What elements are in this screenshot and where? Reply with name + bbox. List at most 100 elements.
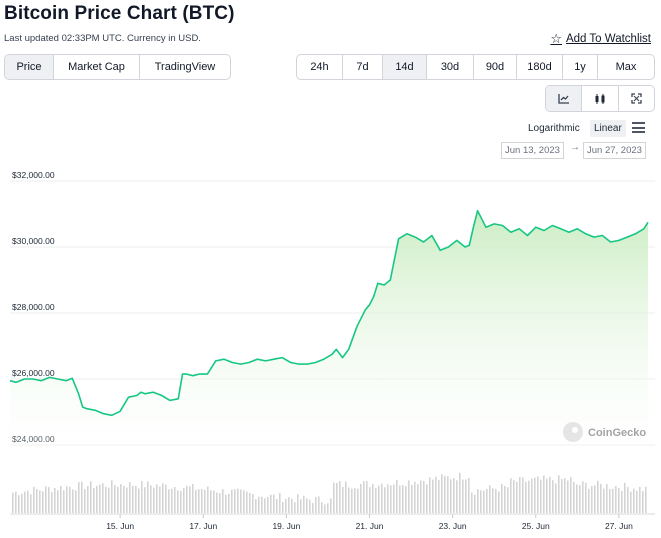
range-1y-button[interactable]: 1y (563, 55, 598, 79)
volume-bar (600, 483, 602, 513)
volume-bar (333, 482, 335, 513)
volume-bar (330, 498, 332, 513)
volume-bar (582, 481, 584, 513)
volume-bar (75, 490, 77, 513)
volume-bar (141, 480, 143, 513)
volume-bar (456, 480, 458, 513)
volume-bar (129, 482, 131, 513)
x-tick-label: 27. Jun (605, 521, 633, 531)
volume-bar (609, 488, 611, 513)
volume-bar (60, 485, 62, 513)
volume-bar (495, 489, 497, 513)
volume-bar (351, 488, 353, 513)
volume-bar (366, 481, 368, 513)
price-line-series (9, 209, 649, 417)
volume-bar (603, 488, 605, 513)
volume-bar (507, 487, 509, 513)
volume-bar (447, 476, 449, 513)
volume-bar (639, 486, 641, 513)
candlestick-icon (595, 93, 605, 104)
volume-bar (240, 489, 242, 513)
volume-bar (96, 485, 98, 513)
add-to-watchlist-link[interactable]: ☆ Add To Watchlist (550, 32, 651, 45)
range-180d-button[interactable]: 180d (517, 55, 563, 79)
volume-bar (63, 490, 65, 513)
volume-bar (357, 488, 359, 513)
volume-bar (435, 476, 437, 513)
volume-bar (621, 491, 623, 513)
date-from-input[interactable]: Jun 13, 2023 (501, 142, 564, 159)
volume-bar (147, 481, 149, 513)
range-90d-button[interactable]: 90d (474, 55, 517, 79)
range-14d-button[interactable]: 14d (383, 55, 427, 79)
hamburger-menu-icon[interactable] (632, 122, 645, 136)
logarithmic-scale-button[interactable]: Logarithmic (528, 123, 580, 134)
volume-bar (426, 484, 428, 513)
volume-bar (153, 487, 155, 513)
volume-bar (312, 503, 314, 513)
fullscreen-button[interactable] (619, 86, 654, 111)
line-chart-icon (558, 94, 569, 104)
line-chart-button[interactable] (546, 86, 583, 111)
price-chart[interactable]: $24,000.00$26,000.00$28,000.00$30,000.00… (0, 165, 661, 538)
volume-bar (237, 488, 239, 513)
volume-bar (459, 472, 461, 513)
volume-bar (12, 492, 14, 513)
volume-bar (222, 488, 224, 513)
volume-bar (246, 491, 248, 513)
volume-bar (123, 486, 125, 513)
volume-bar (78, 482, 80, 513)
tab-price[interactable]: Price (5, 55, 54, 79)
volume-bar (288, 497, 290, 513)
volume-bar (462, 479, 464, 513)
volume-bar (543, 475, 545, 513)
volume-bar (114, 485, 116, 513)
volume-bar (258, 496, 260, 513)
volume-bar (213, 490, 215, 513)
volume-bar (387, 484, 389, 513)
date-to-input[interactable]: Jun 27, 2023 (583, 142, 646, 159)
volume-bar (261, 496, 263, 513)
volume-bar (294, 502, 296, 513)
volume-bar (183, 488, 185, 513)
volume-bar (30, 494, 32, 513)
range-7d-button[interactable]: 7d (343, 55, 383, 79)
volume-bar (624, 482, 626, 513)
last-updated-text: Last updated 02:33PM UTC. Currency in US… (4, 33, 201, 44)
volume-bar (630, 491, 632, 513)
volume-bar (204, 489, 206, 513)
volume-bar (300, 499, 302, 513)
volume-bar (468, 477, 470, 513)
volume-bar (36, 489, 38, 513)
volume-bar (105, 486, 107, 513)
volume-bar (282, 501, 284, 513)
volume-bar (474, 494, 476, 513)
volume-bar (108, 487, 110, 513)
volume-bar (102, 483, 104, 513)
volume-bar (480, 490, 482, 513)
y-tick-label: $32,000.00 (12, 170, 55, 180)
volume-bar (561, 479, 563, 513)
volume-bar (249, 492, 251, 513)
linear-scale-button[interactable]: Linear (590, 120, 626, 137)
volume-bar (339, 481, 341, 513)
volume-bar (372, 483, 374, 513)
x-tick-label: 23. Jun (439, 521, 467, 531)
tab-market-cap[interactable]: Market Cap (54, 55, 140, 79)
volume-bar (216, 492, 218, 513)
time-range-tabs: 24h 7d 14d 30d 90d 180d 1y Max (296, 54, 655, 80)
volume-bar (117, 486, 119, 513)
tab-tradingview[interactable]: TradingView (154, 61, 216, 73)
range-30d-button[interactable]: 30d (427, 55, 474, 79)
coingecko-watermark: CoinGecko (563, 422, 646, 442)
range-24h-button[interactable]: 24h (297, 55, 343, 79)
candlestick-button[interactable] (582, 86, 619, 111)
x-tick-label: 25. Jun (522, 521, 550, 531)
volume-bar (486, 488, 488, 513)
volume-bar (219, 493, 221, 513)
volume-bar (180, 491, 182, 513)
volume-bar (489, 485, 491, 513)
volume-bar (186, 485, 188, 513)
range-max-button[interactable]: Max (615, 61, 637, 73)
volume-bar (336, 482, 338, 513)
